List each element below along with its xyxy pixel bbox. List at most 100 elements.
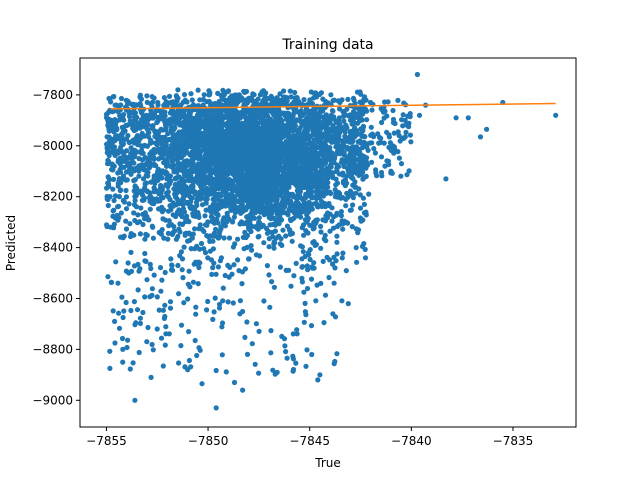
data-point <box>267 121 273 127</box>
data-point <box>229 219 235 225</box>
data-point <box>318 223 324 229</box>
data-point <box>280 168 286 174</box>
data-point <box>339 255 345 261</box>
data-point <box>344 136 350 143</box>
data-point <box>357 107 363 113</box>
data-point <box>179 267 185 273</box>
data-point <box>300 249 306 255</box>
data-point <box>263 174 269 180</box>
data-point <box>230 300 236 306</box>
data-point <box>246 98 252 104</box>
data-point <box>133 123 139 129</box>
data-point <box>261 97 267 103</box>
data-point <box>157 265 164 271</box>
data-point <box>273 235 279 241</box>
data-point <box>284 180 290 187</box>
data-point <box>286 199 292 205</box>
data-point <box>196 214 202 220</box>
data-point <box>369 159 375 165</box>
data-point <box>190 279 196 285</box>
data-point <box>308 180 314 186</box>
data-point <box>334 169 340 175</box>
data-point <box>245 171 251 177</box>
data-point <box>169 263 175 269</box>
data-point <box>185 296 191 302</box>
data-point <box>121 233 127 239</box>
data-point <box>107 348 113 354</box>
data-point <box>277 264 283 270</box>
data-point <box>233 101 239 108</box>
data-point <box>250 91 256 98</box>
data-point <box>144 155 150 161</box>
data-point <box>118 102 124 108</box>
data-point <box>252 361 258 367</box>
data-point <box>242 138 248 144</box>
data-point <box>318 176 324 182</box>
data-point <box>137 125 143 131</box>
data-point <box>216 301 223 307</box>
data-point <box>142 294 148 300</box>
data-point <box>336 164 342 170</box>
data-point <box>116 310 122 316</box>
data-point <box>223 161 229 167</box>
data-point <box>264 142 270 148</box>
data-point <box>160 363 166 369</box>
data-point <box>305 250 311 256</box>
data-point <box>301 319 307 325</box>
data-point <box>140 157 146 163</box>
data-point <box>161 95 167 101</box>
data-point <box>240 308 246 315</box>
data-point <box>117 117 123 123</box>
data-point <box>108 99 114 105</box>
data-point <box>276 213 282 219</box>
data-point <box>271 156 277 162</box>
data-point <box>280 181 286 187</box>
data-point <box>203 144 209 150</box>
data-point <box>329 174 335 180</box>
data-point <box>324 115 330 121</box>
data-point <box>151 186 157 192</box>
data-point <box>120 197 126 204</box>
data-point <box>132 177 138 183</box>
data-point <box>119 335 126 342</box>
data-point <box>218 101 224 107</box>
data-point <box>336 124 342 130</box>
data-point <box>264 263 270 269</box>
data-point <box>181 180 187 186</box>
data-point <box>202 250 209 256</box>
data-point <box>329 108 336 114</box>
data-point <box>202 131 208 137</box>
data-point <box>309 101 316 107</box>
data-point <box>195 137 201 143</box>
data-point <box>168 137 174 143</box>
data-point <box>105 174 111 180</box>
data-point <box>291 273 297 279</box>
data-point <box>157 206 163 212</box>
data-point <box>227 122 233 128</box>
data-point <box>334 239 340 245</box>
data-point <box>215 220 221 226</box>
data-point <box>187 143 194 149</box>
data-point <box>217 258 223 264</box>
data-point <box>340 195 346 201</box>
data-point <box>238 196 244 202</box>
data-point <box>260 222 266 228</box>
data-point <box>249 341 255 347</box>
data-point <box>120 314 126 321</box>
data-point <box>176 174 182 180</box>
data-point <box>286 159 292 165</box>
data-point <box>112 193 119 199</box>
data-point <box>283 96 290 102</box>
data-point <box>215 264 221 270</box>
data-point <box>178 212 184 218</box>
data-point <box>195 281 201 287</box>
data-point <box>298 166 304 172</box>
data-point <box>302 141 308 147</box>
data-point <box>161 235 167 241</box>
data-point <box>136 268 142 274</box>
data-point <box>328 92 334 98</box>
data-point <box>298 214 304 220</box>
data-point <box>183 106 189 112</box>
data-point <box>234 166 240 172</box>
data-point <box>248 243 254 249</box>
